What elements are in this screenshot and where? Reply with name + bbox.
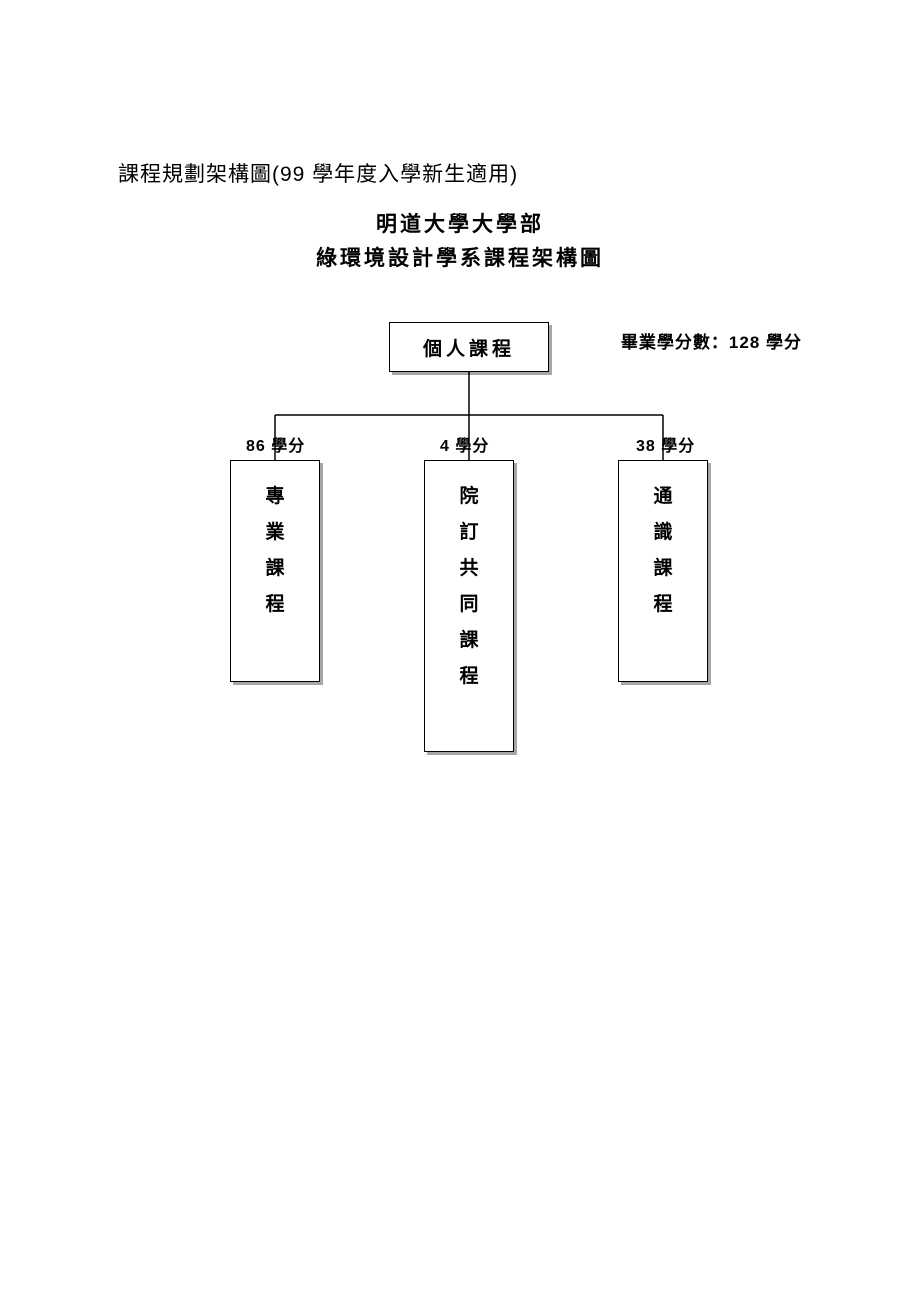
total-credits-label: 畢業學分數：128 學分 (621, 328, 802, 353)
subtitle-block: 明道大學大學部 綠環境設計學系課程架構圖 (0, 208, 920, 275)
child-node-label: 通識課程 (619, 479, 707, 623)
child-node-college-common: 院訂共同課程 (424, 460, 514, 752)
child-credits-1: 86 學分 (246, 432, 305, 456)
root-node-label: 個人課程 (423, 334, 515, 361)
course-structure-diagram: 畢業學分數：128 學分 個人課程 86 學分 4 學分 38 學分 專業課程 … (0, 310, 920, 810)
subtitle-line-2: 綠環境設計學系課程架構圖 (0, 242, 920, 276)
child-credits-2: 4 學分 (440, 432, 489, 456)
child-node-label: 專業課程 (231, 479, 319, 623)
child-node-label: 院訂共同課程 (425, 479, 513, 696)
root-node: 個人課程 (389, 322, 549, 372)
page-title: 課程規劃架構圖(99 學年度入學新生適用) (118, 158, 518, 188)
subtitle-line-1: 明道大學大學部 (0, 208, 920, 242)
child-node-general-ed: 通識課程 (618, 460, 708, 682)
child-node-professional: 專業課程 (230, 460, 320, 682)
child-credits-3: 38 學分 (636, 432, 695, 456)
